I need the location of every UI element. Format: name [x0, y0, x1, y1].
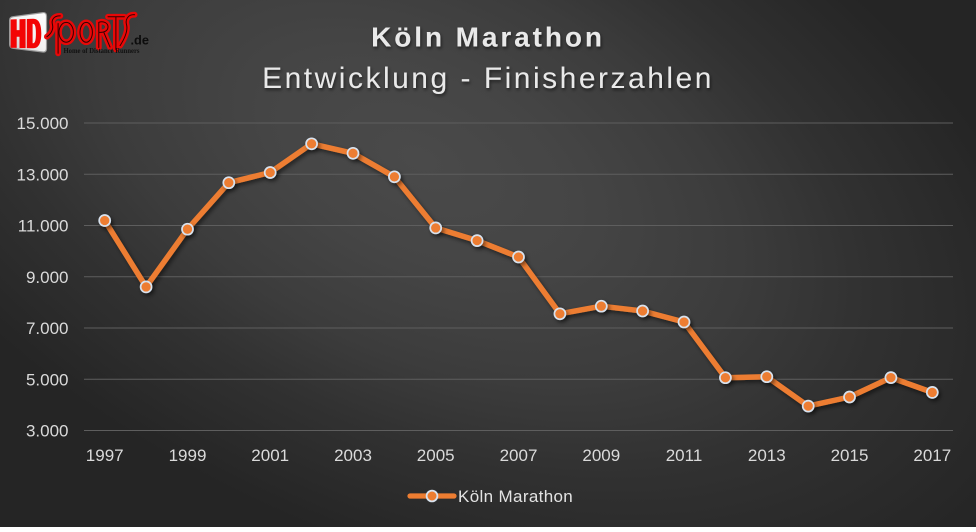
svg-text:2013: 2013: [748, 446, 786, 465]
svg-text:5.000: 5.000: [26, 370, 69, 389]
svg-text:9.000: 9.000: [26, 268, 69, 287]
svg-text:2009: 2009: [582, 446, 620, 465]
svg-text:13.000: 13.000: [17, 165, 69, 184]
svg-text:1997: 1997: [86, 446, 124, 465]
svg-text:Köln Marathon: Köln Marathon: [371, 22, 605, 53]
svg-text:1999: 1999: [169, 446, 207, 465]
svg-text:2005: 2005: [417, 446, 455, 465]
svg-text:2001: 2001: [251, 446, 289, 465]
svg-text:15.000: 15.000: [17, 114, 69, 133]
svg-text:7.000: 7.000: [26, 319, 69, 338]
svg-text:2015: 2015: [831, 446, 869, 465]
svg-text:2003: 2003: [334, 446, 372, 465]
svg-text:Köln Marathon: Köln Marathon: [458, 487, 573, 506]
svg-text:2011: 2011: [666, 446, 703, 465]
svg-text:.de: .de: [131, 33, 150, 48]
svg-text:Entwicklung - Finisherzahlen: Entwicklung - Finisherzahlen: [262, 62, 714, 95]
svg-text:Home of Distance Runners: Home of Distance Runners: [64, 46, 140, 55]
svg-text:2007: 2007: [500, 446, 538, 465]
svg-text:11.000: 11.000: [18, 217, 69, 236]
svg-text:2017: 2017: [913, 446, 951, 465]
svg-text:3.000: 3.000: [26, 422, 69, 441]
